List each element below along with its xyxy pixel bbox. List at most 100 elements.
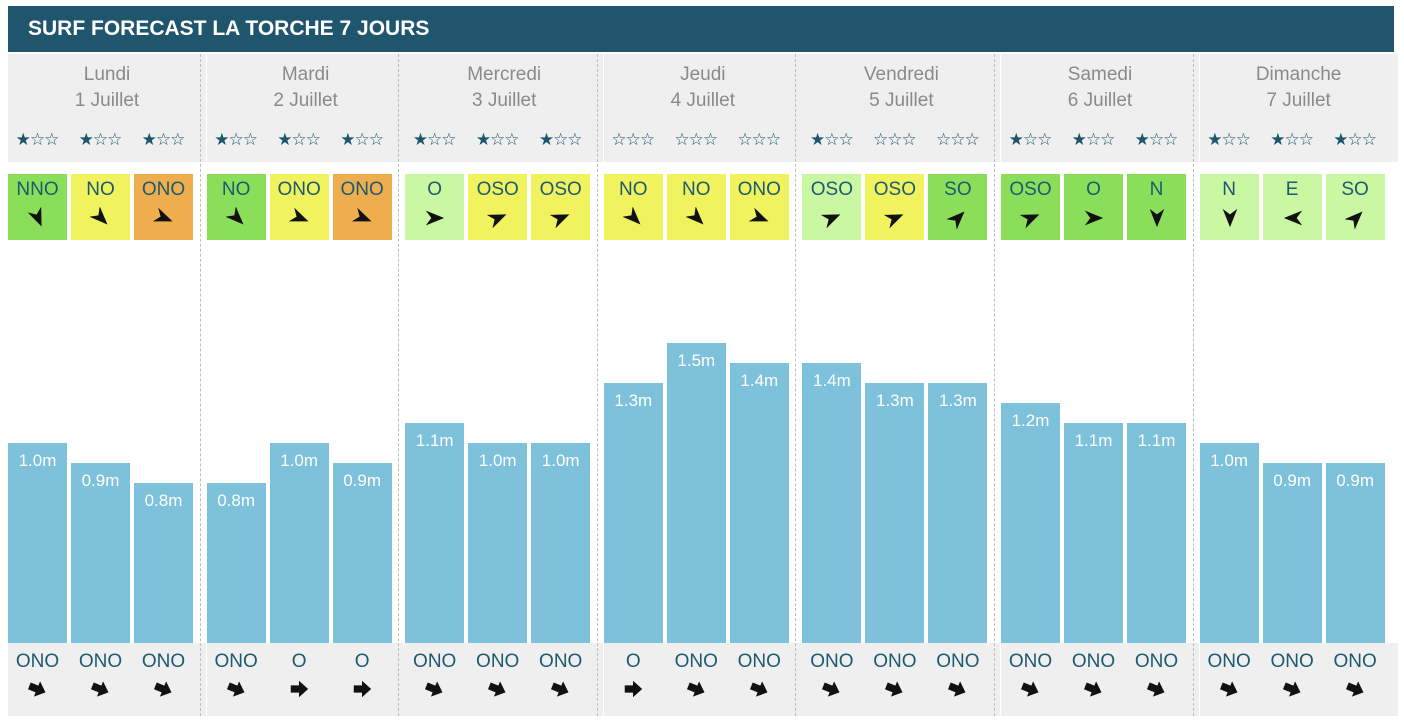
rating-stars: ★☆☆ bbox=[78, 130, 123, 149]
swell-direction-label: ONO bbox=[810, 651, 854, 672]
day-header: Mardi 2 Juillet bbox=[206, 54, 405, 162]
day-name: Mercredi bbox=[467, 64, 542, 85]
swell-direction-arrow-icon bbox=[90, 681, 109, 697]
wind-direction-box: OSO bbox=[802, 174, 862, 240]
forecast-title-bar: SURF FORECAST LA TORCHE 7 JOURS bbox=[8, 6, 1394, 52]
wind-direction-arrow-icon bbox=[1283, 210, 1302, 226]
rating-stars: ★☆☆ bbox=[1270, 130, 1314, 149]
swell-arrow-holder bbox=[1019, 678, 1041, 700]
wave-height-label: 1.5m bbox=[677, 351, 716, 370]
wind-arrow-holder bbox=[748, 207, 771, 229]
swell-direction-label: ONO bbox=[141, 651, 186, 672]
wind-direction-label: NO bbox=[682, 179, 711, 200]
day-separator bbox=[994, 54, 995, 716]
rating-stars: ★☆☆ bbox=[412, 130, 457, 149]
wave-height-bar: 1.3m bbox=[603, 383, 663, 643]
rating-stars: ★☆☆ bbox=[1071, 130, 1116, 149]
wave-height-label: 1.2m bbox=[1011, 411, 1050, 430]
wind-direction-label: O bbox=[1086, 179, 1101, 200]
wave-height-bar: 1.4m bbox=[802, 363, 862, 643]
wind-arrow-holder bbox=[1146, 207, 1168, 229]
wave-height-bar: 1.5m bbox=[666, 343, 726, 643]
day-column-jeudi: Jeudi 4 Juillet ☆☆☆ NO 1.3m ☆☆☆ NO 1.5m ☆☆☆ ONO 1.… bbox=[603, 54, 802, 716]
wave-height-label: 1.0m bbox=[280, 451, 318, 470]
wave-height-label: 1.4m bbox=[812, 371, 851, 390]
wind-direction-arrow-icon bbox=[1343, 211, 1363, 230]
wave-height-bar: 1.3m bbox=[865, 383, 925, 643]
swell-arrow-holder bbox=[748, 678, 770, 700]
swell-direction-label: ONO bbox=[1134, 651, 1179, 672]
wave-height-label: 1.1m bbox=[415, 431, 454, 450]
day-date: 1 Juillet bbox=[74, 90, 140, 111]
wind-direction-box: OSO bbox=[531, 174, 591, 240]
wind-direction-box: SO bbox=[928, 174, 988, 240]
rating-stars: ☆☆☆ bbox=[611, 130, 655, 149]
wind-arrow-holder bbox=[288, 207, 311, 229]
wave-height-bar: 1.4m bbox=[729, 363, 789, 643]
wind-arrow-holder bbox=[946, 207, 969, 230]
rating-stars: ★☆☆ bbox=[1134, 130, 1179, 149]
swell-direction-label: ONO bbox=[15, 651, 60, 672]
swell-direction-label: ONO bbox=[539, 651, 583, 672]
wind-direction-box: ONO bbox=[269, 174, 329, 240]
day-separator bbox=[795, 54, 797, 716]
swell-direction-label: ONO bbox=[214, 651, 258, 672]
day-header: Mercredi 3 Juillet bbox=[405, 54, 604, 162]
wind-arrow-holder bbox=[89, 206, 112, 229]
swell-direction-label: ONO bbox=[476, 651, 520, 672]
wind-arrow-holder bbox=[152, 207, 175, 229]
wind-direction-arrow-icon bbox=[549, 214, 570, 229]
wave-height-label: 1.3m bbox=[614, 391, 653, 410]
wave-height-label: 1.1m bbox=[1137, 431, 1176, 450]
rating-stars: ☆☆☆ bbox=[936, 130, 980, 149]
swell-direction-arrow-icon bbox=[822, 681, 840, 697]
wind-direction-box: NO bbox=[666, 174, 726, 240]
wind-direction-arrow-icon bbox=[426, 210, 445, 226]
wind-direction-label: NO bbox=[619, 179, 648, 200]
swell-strip bbox=[405, 643, 604, 716]
wave-height-label: 0.9m bbox=[1273, 471, 1311, 490]
wind-direction-label: OSO bbox=[476, 179, 519, 200]
wind-direction-arrow-icon bbox=[486, 214, 507, 229]
wind-direction-arrow-icon bbox=[288, 207, 309, 222]
wave-height-bar: 0.8m bbox=[206, 483, 266, 643]
day-column-lundi: Lundi 1 Juillet ★☆☆ NNO 1.0m ★☆☆ NO 0.9m ★☆☆ ONO 0… bbox=[8, 54, 206, 716]
swell-arrow-holder bbox=[946, 678, 968, 700]
swell-arrow-holder bbox=[225, 678, 247, 700]
wind-direction-arrow-icon bbox=[351, 207, 372, 222]
wave-height-bar: 1.3m bbox=[928, 383, 988, 643]
rating-stars: ★☆☆ bbox=[475, 130, 520, 149]
swell-direction-label: ONO bbox=[1270, 651, 1314, 672]
swell-direction-label: ONO bbox=[737, 651, 781, 672]
day-name: Dimanche bbox=[1255, 64, 1342, 85]
swell-direction-arrow-icon bbox=[1219, 681, 1238, 697]
swell-direction-label: ONO bbox=[1333, 651, 1377, 672]
wave-height-label: 0.8m bbox=[217, 491, 255, 510]
wind-direction-label: OSO bbox=[1009, 179, 1052, 200]
wave-height-label: 1.0m bbox=[541, 451, 580, 470]
swell-direction-label: ONO bbox=[1207, 651, 1251, 672]
wave-height-label: 1.1m bbox=[1074, 431, 1113, 450]
swell-arrow-holder bbox=[685, 678, 707, 700]
wind-direction-label: E bbox=[1285, 179, 1299, 200]
swell-arrow-holder bbox=[820, 678, 842, 700]
swell-arrow-holder bbox=[1344, 678, 1366, 700]
day-separator bbox=[199, 54, 201, 716]
wind-direction-arrow-icon bbox=[946, 211, 965, 230]
forecast-title: SURF FORECAST LA TORCHE 7 JOURS bbox=[28, 17, 430, 40]
rating-stars: ★☆☆ bbox=[15, 130, 60, 149]
wind-direction-box: ONO bbox=[134, 174, 193, 240]
wave-height-label: 1.0m bbox=[478, 451, 517, 470]
rating-stars: ☆☆☆ bbox=[873, 130, 917, 149]
swell-arrow-holder bbox=[1145, 678, 1167, 700]
day-column-mardi: Mardi 2 Juillet ★☆☆ NO 0.8m ★☆☆ ONO 1.0m ★☆☆ ONO 0… bbox=[206, 54, 405, 716]
wind-direction-box: O bbox=[1064, 174, 1123, 240]
day-date: 6 Juillet bbox=[1067, 90, 1133, 111]
wave-height-label: 1.4m bbox=[740, 371, 779, 390]
wave-height-label: 1.3m bbox=[938, 391, 977, 410]
wind-direction-label: OSO bbox=[810, 179, 853, 200]
wind-direction-box: OSO bbox=[468, 174, 528, 240]
wind-direction-arrow-icon bbox=[1019, 214, 1040, 229]
swell-direction-label: O bbox=[354, 651, 370, 672]
day-date: 2 Juillet bbox=[273, 90, 338, 111]
